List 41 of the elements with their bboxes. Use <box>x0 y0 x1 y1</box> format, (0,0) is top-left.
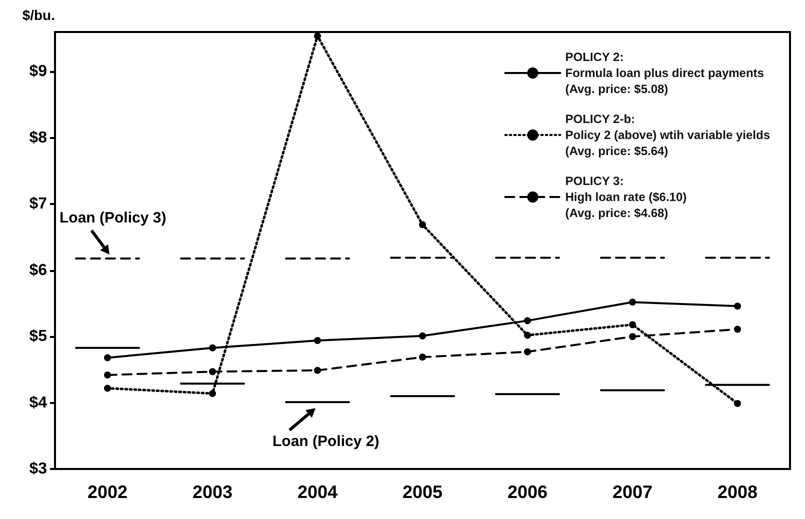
point <box>629 298 636 306</box>
y-tick-label: $5 <box>29 328 48 346</box>
point <box>419 354 426 361</box>
point <box>209 344 216 352</box>
point <box>734 302 741 310</box>
legend-label: POLICY 2: Formula loan plus direct payments (Avg. price: $5.08) <box>565 50 764 96</box>
point <box>419 332 426 340</box>
y-tick-label: $3 <box>29 460 48 478</box>
point <box>209 368 216 376</box>
point <box>419 221 426 228</box>
x-tick-label: 2003 <box>192 482 233 502</box>
point <box>314 337 321 344</box>
x-tick-label: 2007 <box>612 482 653 502</box>
point <box>629 321 636 328</box>
y-tick-label: $6 <box>29 262 48 279</box>
point <box>314 32 321 40</box>
x-tick-label: 2005 <box>402 482 443 502</box>
point <box>104 371 111 378</box>
x-tick-label: 2006 <box>507 482 548 502</box>
y-tick-label: $4 <box>29 394 48 412</box>
point <box>104 354 111 362</box>
point <box>524 317 531 324</box>
y-axis-title: $/bu. <box>22 7 55 23</box>
point <box>734 400 741 407</box>
point <box>314 366 321 374</box>
x-tick-label: 2004 <box>297 482 338 502</box>
point <box>629 333 636 340</box>
legend-label: POLICY 2-b: Policy 2 (above) wtih variable yields (Avg. price: $5.64) <box>565 112 770 158</box>
point <box>524 332 531 339</box>
annotation: Loan (Policy 3) <box>60 209 166 226</box>
y-tick-label: $9 <box>29 63 48 80</box>
point <box>734 326 741 333</box>
x-tick-label: 2002 <box>87 482 128 502</box>
point <box>524 348 531 356</box>
point <box>104 384 111 392</box>
x-tick-label: 2008 <box>717 482 758 502</box>
legend-label: POLICY 3: High loan rate ($6.10) (Avg. price: $4.68) <box>565 174 687 220</box>
annotation: Loan (Policy 2) <box>272 433 380 450</box>
point <box>209 390 216 398</box>
y-tick-label: $8 <box>29 129 48 146</box>
y-tick-label: $7 <box>29 196 48 213</box>
